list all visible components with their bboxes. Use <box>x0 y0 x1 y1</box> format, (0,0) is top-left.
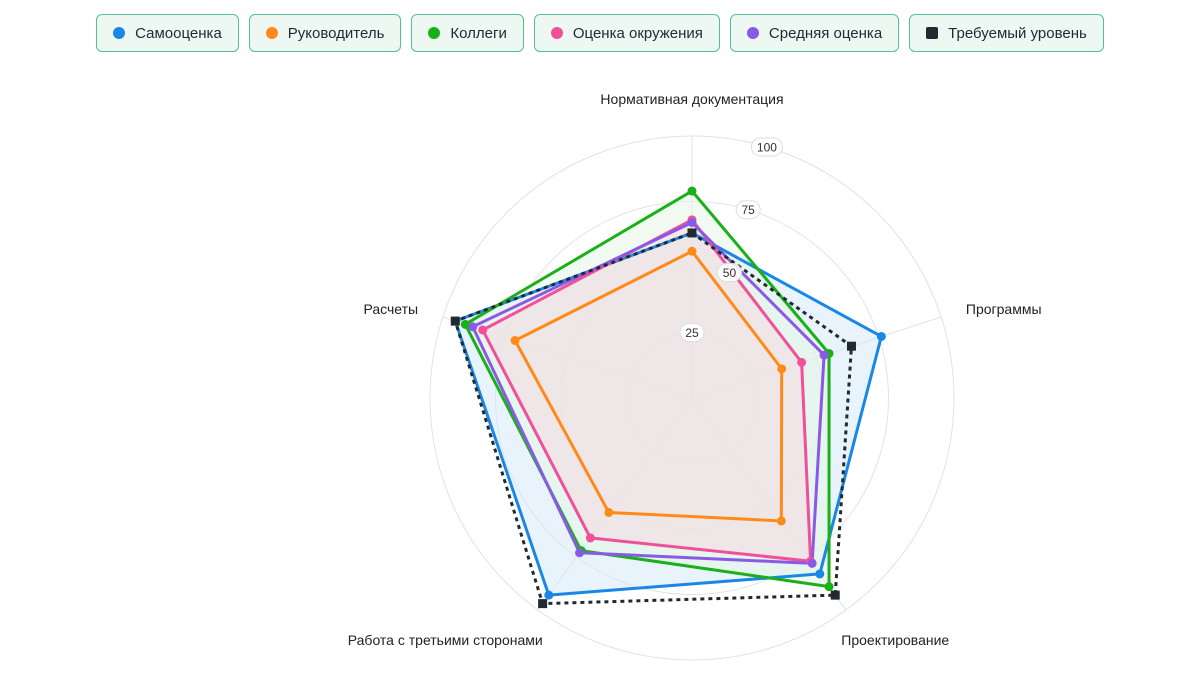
legend-marker-icon <box>550 27 563 39</box>
data-point-4-2 <box>807 558 817 568</box>
series-line-2 <box>463 189 831 589</box>
data-point-3-3 <box>585 533 595 543</box>
data-point-3-4 <box>478 325 488 335</box>
tick-labels: 25 50 75 100 <box>679 137 783 342</box>
tick-label-0: 25 <box>679 323 705 342</box>
tick-text: 25 <box>685 326 699 340</box>
data-point-2-2 <box>824 582 834 592</box>
axis-label-3: Работа с третьими сторонами <box>348 632 543 648</box>
legend-marker-icon <box>265 27 278 39</box>
legend-marker-icon <box>926 27 939 39</box>
legend-label: Самооценка <box>135 24 222 42</box>
data-point-5-3 <box>538 599 548 609</box>
data-point-5-4 <box>450 316 460 326</box>
data-point-5-1 <box>846 341 856 351</box>
tick-label-3: 100 <box>750 137 783 157</box>
tick-text: 100 <box>757 140 777 154</box>
legend-label: Коллеги <box>450 24 507 42</box>
data-point-1-4 <box>510 336 520 346</box>
legend-label: Средняя оценка <box>768 24 883 42</box>
tick-label-1: 50 <box>716 262 742 282</box>
tick-text: 50 <box>723 266 737 280</box>
chart-legend: Самооценка Руководитель Коллеги Оценка окру… <box>0 14 1200 52</box>
series-line-1 <box>513 249 784 523</box>
radar-series <box>450 186 886 609</box>
data-point-5-2 <box>830 590 840 600</box>
legend-label: Требуемый уровень <box>948 24 1087 42</box>
data-point-1-0 <box>687 246 697 256</box>
data-point-4-3 <box>575 548 585 558</box>
axis-label-4: Расчеты <box>364 301 419 317</box>
series-line-5 <box>453 231 854 606</box>
legend-item-4[interactable]: Средняя оценка <box>729 14 900 52</box>
axis-label-0: Нормативная документация <box>600 91 783 107</box>
tick-pill <box>679 323 705 342</box>
data-point-1-2 <box>776 516 786 526</box>
tick-label-2: 75 <box>735 200 761 220</box>
data-point-0-3 <box>544 590 554 600</box>
legend-label: Оценка окружения <box>572 24 703 42</box>
tick-pill <box>750 137 783 157</box>
series-line-3 <box>481 218 813 563</box>
legend-item-3[interactable]: Оценка окружения <box>533 14 720 52</box>
legend-item-0[interactable]: Самооценка <box>96 14 239 52</box>
legend-item-1[interactable]: Руководитель <box>248 14 402 52</box>
data-point-2-0 <box>687 186 697 196</box>
axis-label-2: Проектирование <box>841 632 949 648</box>
legend-marker-icon <box>428 27 441 39</box>
data-point-5-0 <box>687 228 697 238</box>
series-line-4 <box>471 220 826 565</box>
data-point-3-1 <box>797 357 807 367</box>
tick-text: 75 <box>742 203 756 217</box>
legend-item-5[interactable]: Требуемый уровень <box>909 14 1104 52</box>
data-point-1-1 <box>777 364 787 374</box>
axis-label-1: Программы <box>966 301 1042 317</box>
legend-item-2[interactable]: Коллеги <box>411 14 524 52</box>
data-point-4-0 <box>687 217 697 227</box>
data-point-0-2 <box>815 569 825 579</box>
legend-label: Руководитель <box>287 24 385 42</box>
data-point-1-3 <box>604 507 614 517</box>
data-point-2-4 <box>460 319 470 329</box>
tick-pill <box>716 262 742 282</box>
tick-pill <box>735 200 761 220</box>
axis-labels: Нормативная документация Программы Проекти… <box>348 91 1042 648</box>
data-point-0-1 <box>876 331 886 341</box>
legend-marker-icon <box>113 27 126 39</box>
legend-marker-icon <box>746 27 759 39</box>
series-fill-3 <box>482 219 811 562</box>
data-point-4-4 <box>468 322 478 332</box>
data-point-4-1 <box>819 350 829 360</box>
